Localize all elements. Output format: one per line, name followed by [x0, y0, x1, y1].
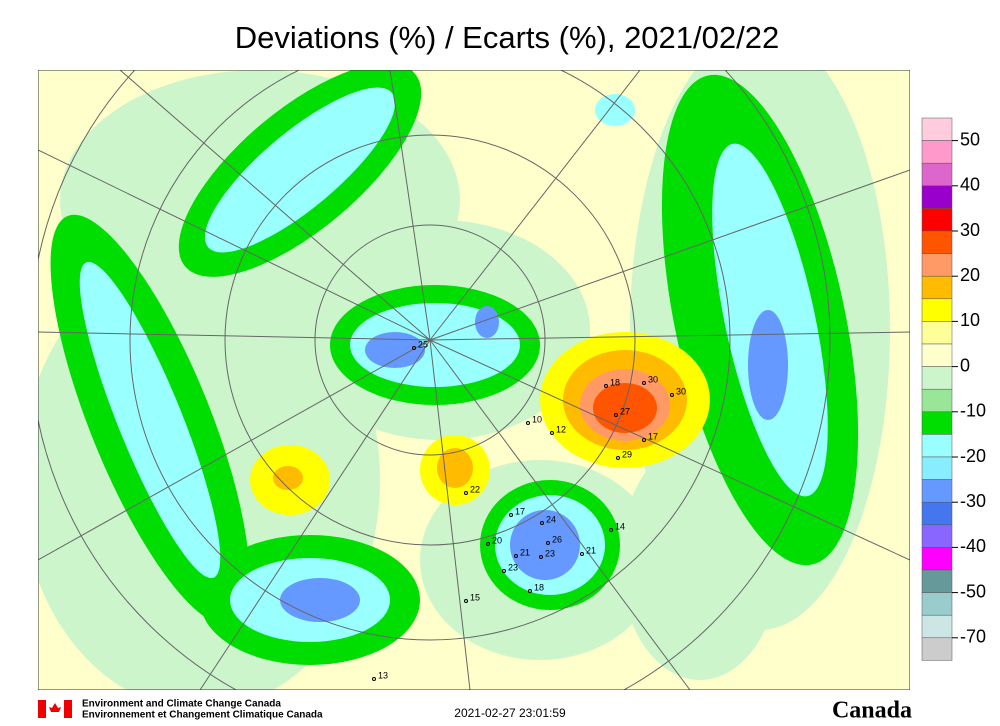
station-dot	[550, 431, 554, 435]
station-label: 14	[615, 521, 625, 531]
title: Deviations (%) / Ecarts (%), 2021/02/22	[235, 20, 779, 55]
station-dot	[580, 552, 584, 556]
legend-swatch	[921, 388, 953, 413]
station-label: 20	[492, 535, 502, 545]
legend-tick-label: 20	[960, 265, 980, 285]
legend-swatch	[921, 275, 953, 300]
station-label: 17	[648, 431, 658, 441]
station-label: 23	[508, 562, 518, 572]
station-dot	[614, 413, 618, 417]
station-label: 21	[520, 547, 530, 557]
legend-swatch	[921, 117, 953, 141]
station-dot	[642, 438, 646, 442]
legend-swatch	[921, 592, 953, 616]
station-dot	[372, 677, 376, 681]
station-label: 21	[586, 545, 596, 555]
footer: Environment and Climate Change Canada En…	[38, 698, 912, 724]
legend-swatch	[921, 162, 953, 187]
station-label: 13	[378, 670, 388, 680]
legend-swatch	[921, 501, 953, 526]
legend-tick-label: 50	[960, 129, 980, 149]
station-dot	[486, 542, 490, 546]
station-dot	[670, 393, 674, 397]
legend-tick-label: 30	[960, 220, 980, 240]
station-label: 30	[676, 386, 686, 396]
station-label: 26	[552, 534, 562, 544]
station-label: 18	[610, 377, 620, 387]
station-label: 10	[532, 414, 542, 424]
station-label: 30	[648, 374, 658, 384]
legend-swatch	[921, 253, 953, 277]
legend-swatch	[921, 614, 953, 639]
station-dot	[528, 589, 532, 593]
legend-tick-label: -10	[960, 401, 986, 421]
station-dot	[464, 491, 468, 495]
legend-swatch	[921, 547, 953, 571]
legend-tick-label: 10	[960, 310, 980, 330]
station-labels: 2527301830172922242623211418232120171310…	[372, 339, 686, 681]
legend-tick-label: -40	[960, 536, 986, 556]
legend-swatch	[921, 456, 953, 480]
legend-tick-label: -30	[960, 491, 986, 511]
legend-tick-label: 40	[960, 175, 980, 195]
legend-swatch	[921, 434, 953, 458]
station-dot	[539, 555, 543, 559]
station-label: 29	[622, 449, 632, 459]
agency-en: Environment and Climate Change Canada	[82, 699, 281, 710]
station-label: 23	[545, 548, 555, 558]
station-dot	[509, 513, 513, 517]
station-label: 15	[470, 592, 480, 602]
station-dot	[464, 599, 468, 603]
legend-swatch	[921, 185, 953, 209]
agency-fr: Environnement et Changement Climatique C…	[82, 710, 323, 721]
map	[38, 70, 910, 690]
station-dot	[526, 421, 530, 425]
legend-swatch	[921, 208, 953, 232]
legend-swatch	[921, 479, 953, 503]
station-dot	[546, 541, 550, 545]
legend-tick-label: -70	[960, 627, 986, 647]
station-dot	[514, 554, 518, 558]
wordmark: Canada	[832, 698, 912, 724]
station-dot	[609, 528, 613, 532]
station-label: 25	[418, 339, 428, 349]
station-label: 22	[470, 484, 480, 494]
legend-swatch	[921, 524, 953, 548]
legend-swatch	[921, 366, 953, 390]
color-legend: 50 40 30 20 10 0 -10 -20 -30 -40 -50 -70	[921, 117, 986, 661]
legend-swatch	[921, 637, 953, 661]
legend-swatch	[921, 569, 953, 593]
legend-swatch	[921, 343, 953, 367]
legend-swatch	[921, 140, 953, 164]
legend-swatch	[921, 298, 953, 322]
station-label: 27	[620, 406, 630, 416]
station-dot	[642, 381, 646, 385]
timestamp: 2021-02-27 23:01:59	[454, 706, 566, 720]
legend-tick-label: 0	[960, 355, 970, 375]
legend-swatch	[921, 230, 953, 254]
station-dot	[502, 569, 506, 573]
station-dot	[604, 384, 608, 388]
legend-tick-label: -50	[960, 581, 986, 601]
legend-tick-label: -20	[960, 446, 986, 466]
station-dot	[616, 456, 620, 460]
station-label: 18	[534, 582, 544, 592]
station-dot	[412, 346, 416, 350]
legend-swatch	[921, 411, 953, 435]
station-dot	[540, 521, 544, 525]
legend-swatch	[921, 321, 953, 345]
station-label: 24	[546, 514, 556, 524]
station-label: 12	[556, 424, 566, 434]
station-label: 17	[515, 506, 525, 516]
